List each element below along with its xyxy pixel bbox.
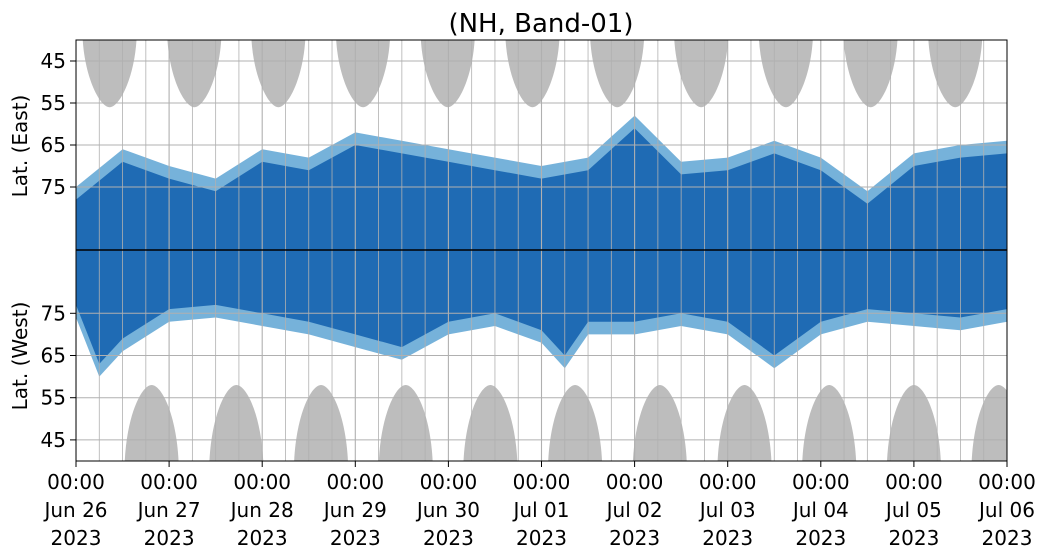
- chart-title: (NH, Band-01): [448, 9, 633, 39]
- night-lobe-east-6: [505, 40, 560, 108]
- y-tick-label-east: 45: [41, 49, 66, 73]
- x-tick-label: 00:00 Jun 26 2023: [42, 470, 107, 550]
- night-lobe-east-11: [928, 40, 983, 108]
- x-tick-label-line: Jul 01: [512, 498, 570, 522]
- night-lobe-west-2: [209, 385, 264, 461]
- night-lobe-east-5: [420, 40, 475, 108]
- night-lobe-west-3: [294, 385, 348, 461]
- x-tick-label-line: 00:00: [885, 470, 943, 494]
- x-tick-label-line: Jun 30: [415, 498, 480, 522]
- x-tick-label-line: 2023: [609, 526, 660, 550]
- night-region-layer: [82, 40, 1007, 461]
- y-axis-label-east: Lat. (East): [8, 95, 32, 198]
- x-tick-label-line: Jul 03: [698, 498, 756, 522]
- x-tick-label: 00:00 Jul 02 2023: [605, 470, 664, 550]
- x-tick-label: 00:00 Jul 06 2023: [977, 470, 1036, 550]
- night-lobe-west-7: [632, 385, 687, 461]
- x-tick-label: 00:00 Jul 01 2023: [512, 470, 571, 550]
- y-tick-label-west: 55: [41, 386, 66, 410]
- x-tick-label-line: 00:00: [420, 470, 478, 494]
- x-tick-label-line: Jul 06: [977, 498, 1035, 522]
- x-tick-label-line: 2023: [795, 526, 846, 550]
- y-tick-label-east: 75: [41, 175, 66, 199]
- y-axis: 45 55 65 75 75 65 55 45: [41, 49, 76, 452]
- plot-area: [76, 40, 1007, 461]
- x-tick-label-line: 2023: [51, 526, 102, 550]
- y-tick-label-west: 75: [41, 301, 66, 325]
- x-tick-label: 00:00 Jul 04 2023: [791, 470, 850, 550]
- night-lobe-west-8: [717, 385, 772, 461]
- night-lobe-east-2: [167, 40, 222, 108]
- x-tick-label: 00:00 Jun 28 2023: [229, 470, 294, 550]
- x-tick-label: 00:00 Jun 30 2023: [415, 470, 480, 550]
- x-tick-label-line: 2023: [702, 526, 753, 550]
- x-tick-label: 00:00 Jul 03 2023: [698, 470, 757, 550]
- night-lobe-west-6: [548, 385, 602, 461]
- night-lobe-east-7: [590, 40, 644, 108]
- night-lobe-east-9: [759, 40, 813, 108]
- x-tick-label: 00:00 Jun 27 2023: [136, 470, 201, 550]
- x-tick-label-line: 2023: [423, 526, 474, 550]
- x-tick-label: 00:00 Jun 29 2023: [322, 470, 387, 550]
- x-tick-label-line: 2023: [516, 526, 567, 550]
- x-tick-label-line: 00:00: [47, 470, 105, 494]
- x-tick-label-line: 00:00: [606, 470, 664, 494]
- night-lobe-east-1: [82, 40, 137, 108]
- x-tick-label-line: Jun 27: [136, 498, 201, 522]
- night-lobe-west-9: [802, 385, 857, 461]
- x-axis: 00:00 Jun 26 2023 00:00 Jun 27 2023 00:00 Jun 2…: [42, 461, 1036, 550]
- x-tick-label: 00:00 Jul 05 2023: [884, 470, 943, 550]
- x-tick-label-line: 2023: [144, 526, 195, 550]
- x-tick-label-line: 00:00: [326, 470, 384, 494]
- y-tick-label-west: 65: [41, 344, 66, 368]
- x-tick-label-line: Jun 26: [42, 498, 107, 522]
- night-lobe-east-8: [674, 40, 729, 108]
- x-tick-label-line: Jul 04: [791, 498, 849, 522]
- x-tick-label-line: 2023: [982, 526, 1033, 550]
- y-tick-label-west: 45: [41, 428, 66, 452]
- x-tick-label-line: 00:00: [699, 470, 757, 494]
- x-tick-label-line: 00:00: [233, 470, 291, 494]
- y-tick-label-east: 65: [41, 133, 66, 157]
- night-lobe-east-10: [843, 40, 898, 108]
- night-lobe-west-11: [971, 385, 1007, 461]
- y-axis-label-west: Lat. (West): [8, 302, 32, 411]
- night-lobe-east-4: [336, 40, 390, 108]
- x-tick-label-line: 2023: [330, 526, 381, 550]
- x-tick-label-line: 00:00: [978, 470, 1036, 494]
- x-tick-label-line: Jun 28: [229, 498, 294, 522]
- y-tick-label-east: 55: [41, 91, 66, 115]
- x-tick-label-line: 00:00: [792, 470, 850, 494]
- x-tick-label-line: Jun 29: [322, 498, 387, 522]
- x-tick-label-line: Jul 05: [884, 498, 942, 522]
- x-tick-label-line: Jul 02: [605, 498, 663, 522]
- night-lobe-west-5: [463, 385, 518, 461]
- night-lobe-east-3: [251, 40, 306, 108]
- x-tick-label-line: 2023: [237, 526, 288, 550]
- x-tick-label-line: 2023: [888, 526, 939, 550]
- night-lobe-west-1: [124, 385, 179, 461]
- night-lobe-west-4: [378, 385, 433, 461]
- x-tick-label-line: 00:00: [513, 470, 571, 494]
- x-tick-label-line: 00:00: [140, 470, 198, 494]
